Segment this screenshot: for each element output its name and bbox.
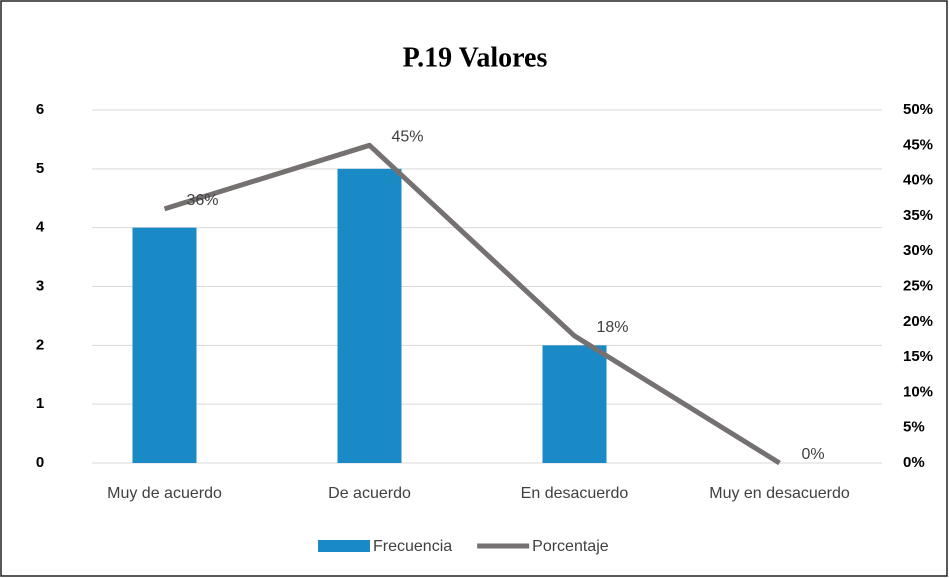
bar xyxy=(337,168,402,464)
y-tick-label: 2 xyxy=(36,336,44,353)
y-tick-label: 5 xyxy=(36,160,44,177)
y2-tick-label: 35% xyxy=(903,207,933,224)
y-tick-label: 1 xyxy=(36,395,44,412)
data-label: 45% xyxy=(392,129,424,146)
y2-tick-label: 30% xyxy=(903,242,933,259)
y2-tick-label: 15% xyxy=(903,348,933,365)
data-label: 18% xyxy=(597,319,629,336)
y-tick-label: 0 xyxy=(36,454,44,471)
y-tick-label: 4 xyxy=(36,219,45,236)
x-tick-label: En desacuerdo xyxy=(521,485,629,502)
data-label: 36% xyxy=(187,192,219,209)
y2-tick-label: 50% xyxy=(903,101,933,118)
line xyxy=(163,142,781,466)
legend-label: Porcentaje xyxy=(532,538,609,555)
legend-label: Frecuencia xyxy=(373,538,452,555)
y-tick-label: 3 xyxy=(36,277,44,294)
y2-tick-label: 40% xyxy=(903,172,933,189)
y2-tick-label: 20% xyxy=(903,313,933,330)
y2-tick-label: 25% xyxy=(903,277,933,294)
y-tick-label: 6 xyxy=(36,101,44,118)
legend-swatch xyxy=(318,540,370,552)
x-tick-label: Muy de acuerdo xyxy=(107,485,222,502)
data-label: 0% xyxy=(802,446,825,463)
y2-tick-label: 10% xyxy=(903,383,933,400)
chart-title: P.19 Valores xyxy=(403,42,548,73)
x-tick-label: Muy en desacuerdo xyxy=(709,485,850,502)
bar xyxy=(132,227,197,463)
bar xyxy=(542,345,607,463)
x-tick-label: De acuerdo xyxy=(328,485,411,502)
y2-tick-label: 0% xyxy=(903,454,925,471)
y2-tick-label: 45% xyxy=(903,136,933,153)
y2-tick-label: 5% xyxy=(903,419,925,436)
